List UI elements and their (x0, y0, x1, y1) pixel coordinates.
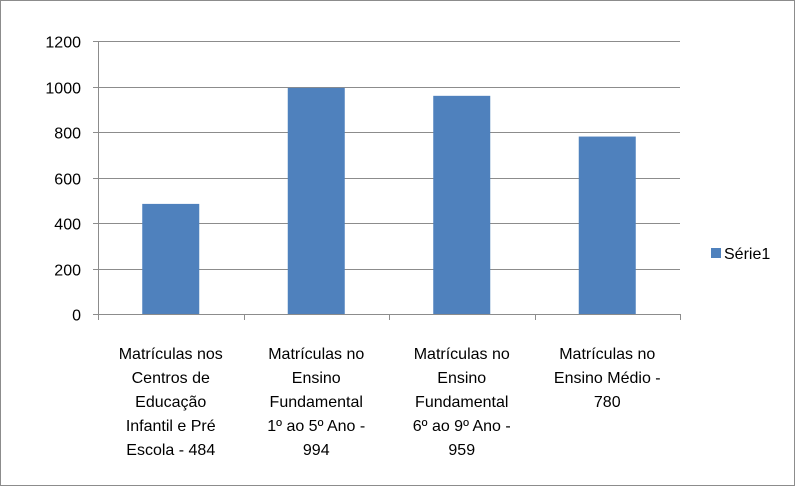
y-tick-label: 600 (54, 172, 81, 189)
y-tick-label: 1000 (45, 81, 81, 98)
x-category-label: Matrículas nos Centros de Educação Infantil… (119, 346, 223, 459)
legend-swatch (711, 248, 721, 258)
bars (142, 87, 636, 315)
y-tick-label: 1200 (45, 35, 81, 52)
y-tick-label: 200 (54, 263, 81, 280)
y-tick-labels: 0 200 400 600 800 1000 1200 (45, 35, 81, 325)
x-category-label: Matrículas no Ensino Fundamental 6º ao 9º A… (413, 346, 511, 459)
legend-label: Série1 (724, 246, 770, 263)
x-category-labels: Matrículas nos Centros de Educação Infantil… (119, 346, 661, 459)
x-category-label: Matrículas no Ensino Fundamental 1º ao 5º A… (267, 346, 365, 459)
y-tick-label: 0 (72, 308, 81, 325)
bar (433, 95, 491, 314)
axes (93, 41, 681, 320)
bar (142, 203, 200, 314)
legend: Série1 (711, 246, 770, 263)
y-tick-label: 800 (54, 126, 81, 143)
bar (578, 136, 636, 314)
y-tick-label: 400 (54, 217, 81, 234)
x-category-label: Matrículas no Ensino Médio -780 (554, 346, 661, 411)
bar (287, 87, 345, 315)
